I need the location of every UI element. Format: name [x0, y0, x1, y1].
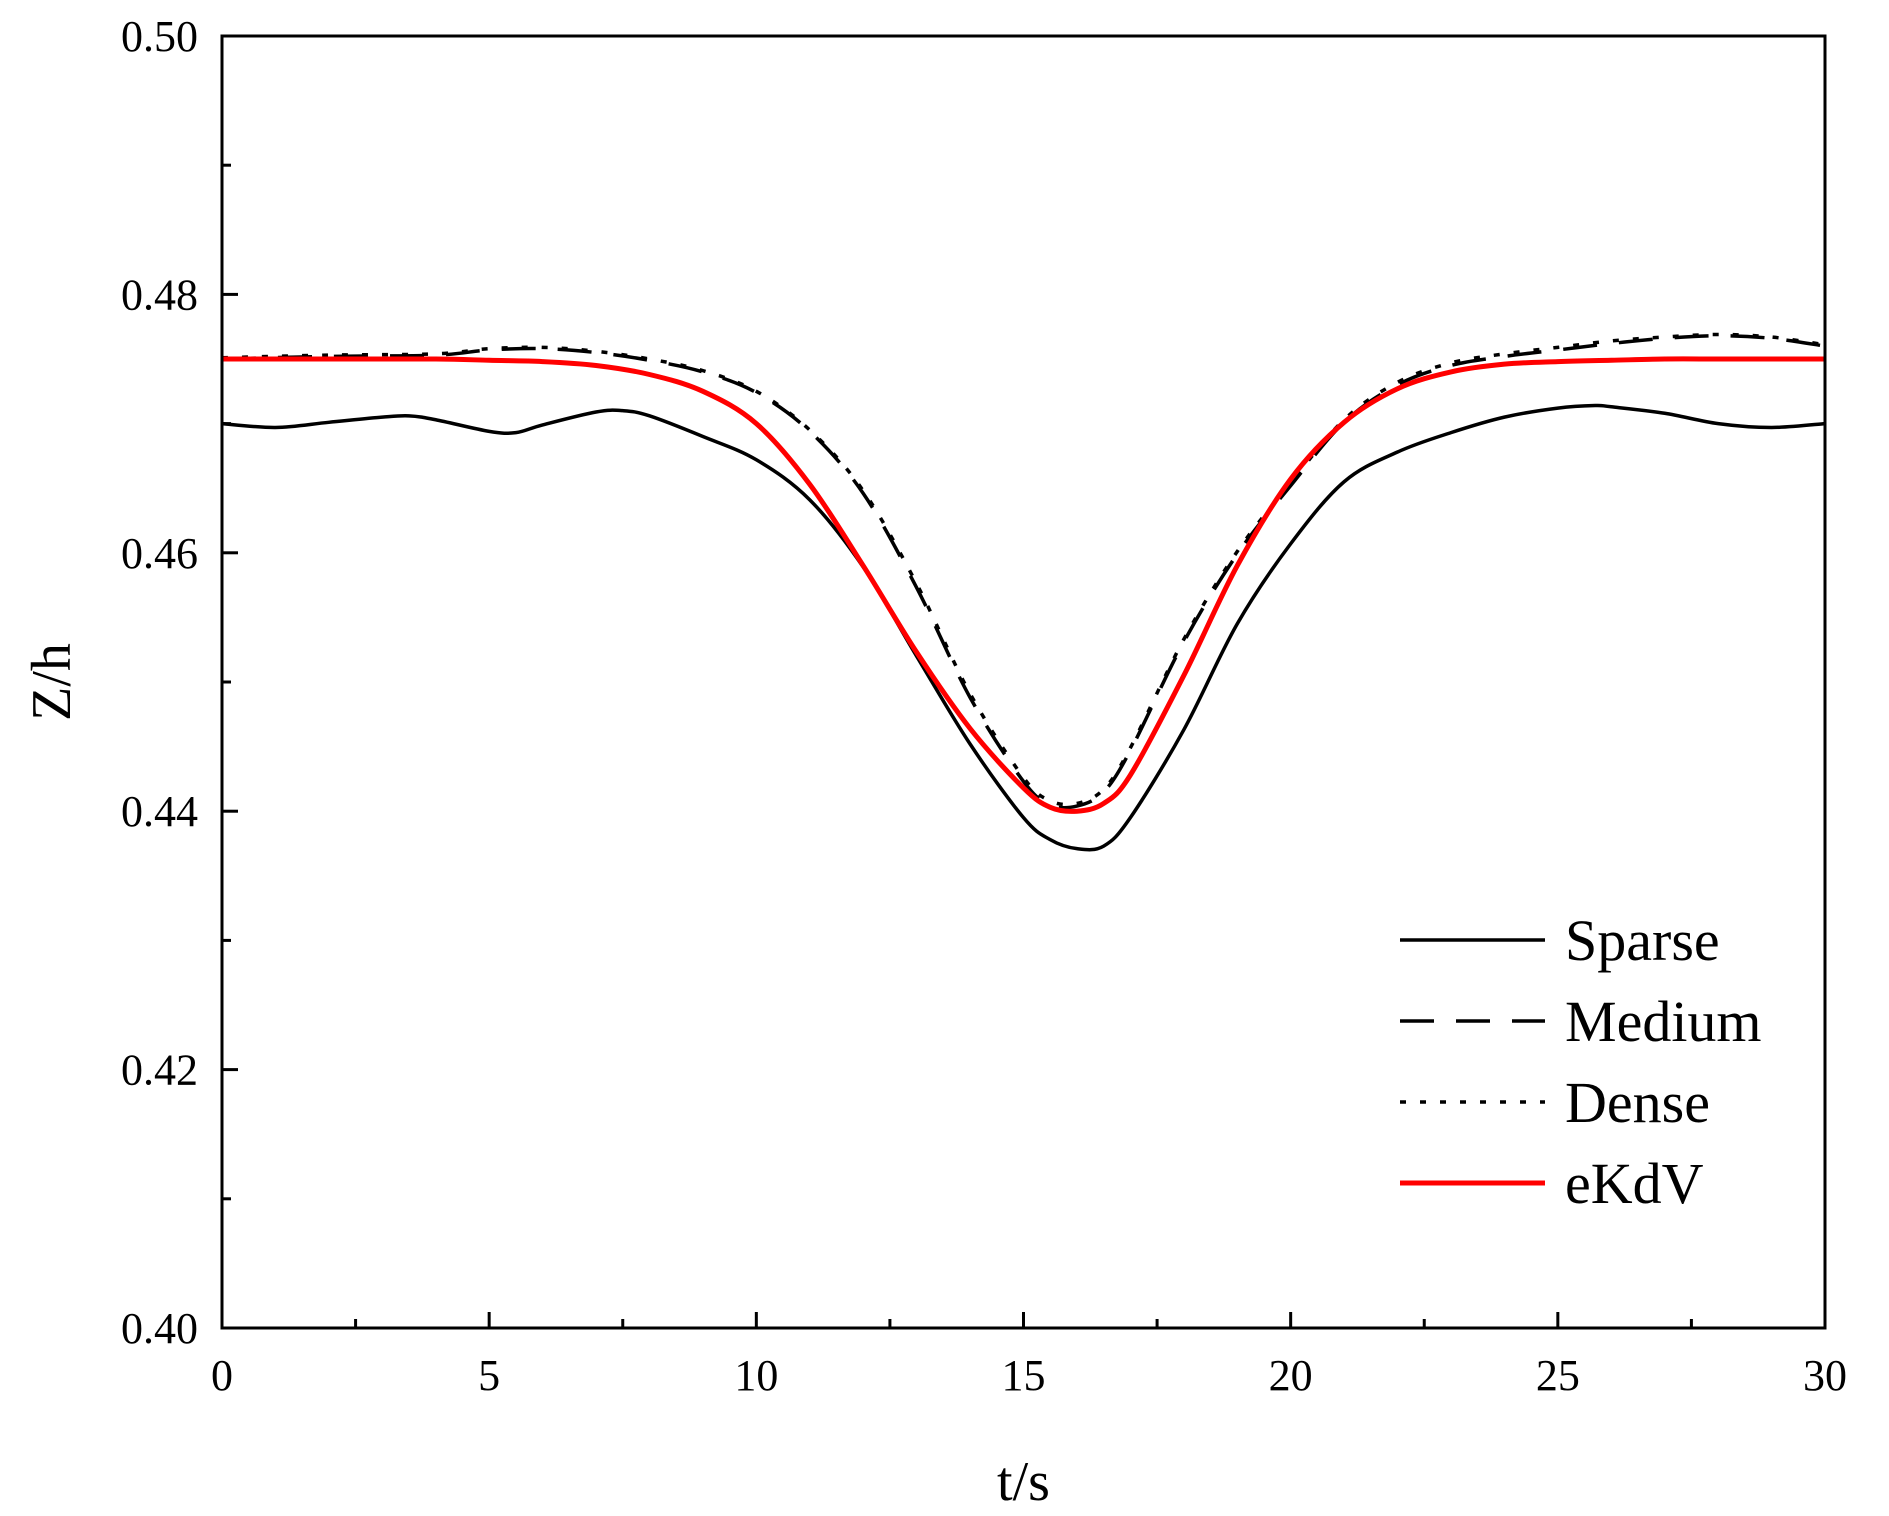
- y-tick-label: 0.48: [121, 270, 198, 319]
- axes: 0 5 10 15 20 25 30 0.40 0.42 0.44 0.46 0.48 0.50: [121, 12, 1847, 1400]
- x-tick-label: 25: [1536, 1351, 1580, 1400]
- y-tick-label: 0.50: [121, 12, 198, 61]
- x-axis-title: t/s: [997, 1451, 1050, 1513]
- y-tick-label: 0.46: [121, 529, 198, 578]
- y-tick-label: 0.42: [121, 1046, 198, 1095]
- legend-label-dense: Dense: [1565, 1070, 1710, 1135]
- series-line-sparse: [221, 403, 1826, 852]
- x-tick-label: 10: [734, 1351, 778, 1400]
- x-tick-label: 15: [1002, 1351, 1046, 1400]
- y-axis-title: Z/h: [21, 643, 83, 721]
- series-line-ekdv: [222, 356, 1825, 814]
- y-tick-label: 0.40: [121, 1304, 198, 1353]
- legend-label-ekdv: eKdV: [1565, 1151, 1704, 1216]
- legend-label-sparse: Sparse: [1565, 908, 1720, 973]
- legend: Sparse Medium Dense eKdV: [1400, 908, 1762, 1216]
- legend-label-medium: Medium: [1565, 989, 1762, 1054]
- y-tick-label: 0.44: [121, 787, 198, 836]
- x-tick-label: 30: [1803, 1351, 1847, 1400]
- series-line-medium: [221, 333, 1826, 810]
- series-layer: [221, 332, 1826, 852]
- x-tick-label: 0: [211, 1351, 233, 1400]
- x-tick-label: 20: [1269, 1351, 1313, 1400]
- x-tick-label: 5: [478, 1351, 500, 1400]
